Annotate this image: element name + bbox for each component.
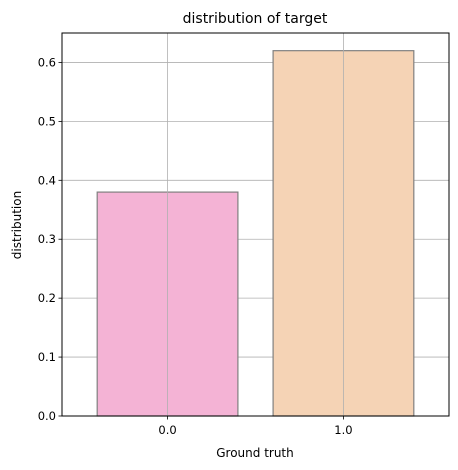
bars xyxy=(96,50,415,417)
x-axis-ticks: 0.0 1.0 xyxy=(158,416,353,437)
chart-title: distribution of target xyxy=(183,11,328,27)
x-tick-label: 0.0 xyxy=(158,423,176,437)
y-axis-ticks: 0.0 0.1 0.2 0.3 0.4 0.5 0.6 xyxy=(38,55,62,423)
y-tick-label: 0.0 xyxy=(38,409,56,423)
x-axis-label: Ground truth xyxy=(216,446,294,460)
vertical-grid-lines xyxy=(167,33,344,416)
y-tick-label: 0.6 xyxy=(38,55,56,69)
y-axis-label: distribution xyxy=(10,191,24,259)
y-tick-label: 0.3 xyxy=(38,232,56,246)
plot-frame xyxy=(61,32,450,417)
y-tick-label: 0.5 xyxy=(38,114,56,128)
y-tick-label: 0.2 xyxy=(38,291,56,305)
x-tick-label: 1.0 xyxy=(334,423,352,437)
y-tick-label: 0.1 xyxy=(38,350,56,364)
y-tick-label: 0.4 xyxy=(38,173,56,187)
